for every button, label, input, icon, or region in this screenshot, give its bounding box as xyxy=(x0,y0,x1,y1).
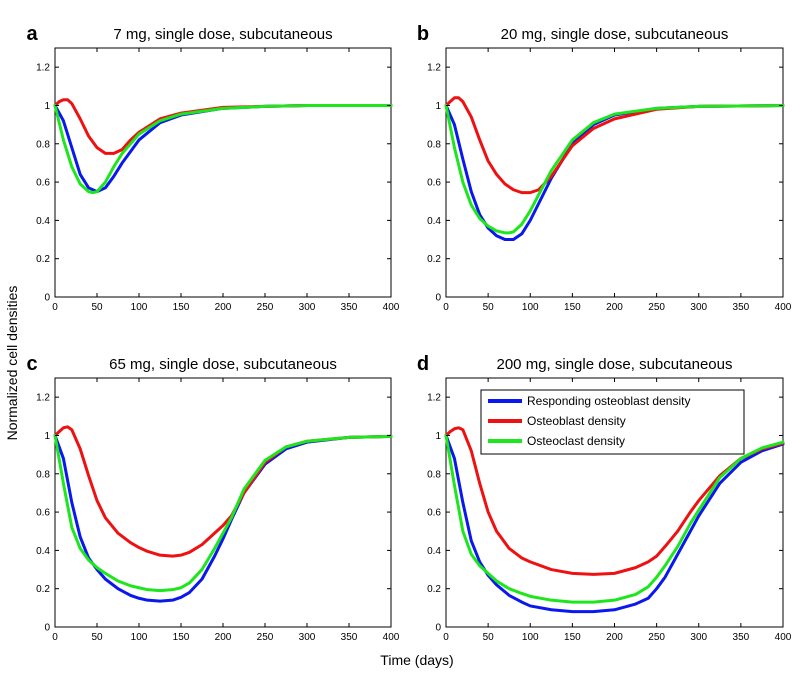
y-tick-label: 1 xyxy=(44,101,50,112)
legend-label-responding: Responding osteoblast density xyxy=(527,394,690,408)
x-tick-label: 350 xyxy=(733,302,750,313)
x-tick-label: 150 xyxy=(173,632,190,643)
x-tick-label: 50 xyxy=(91,302,103,313)
plot-area xyxy=(54,47,392,298)
x-tick-label: 400 xyxy=(383,632,400,643)
y-tick-label: 0.2 xyxy=(427,584,441,595)
y-tick-label: 1 xyxy=(435,431,441,442)
y-tick-label: 1 xyxy=(435,101,441,112)
panel-title: 7 mg, single dose, subcutaneous xyxy=(113,26,332,43)
y-tick-label: 0.2 xyxy=(36,584,50,595)
x-tick-label: 150 xyxy=(564,632,581,643)
y-tick-label: 0.4 xyxy=(427,216,441,227)
legend-label-osteoblast: Osteoblast density xyxy=(527,414,626,428)
panel-b: 0 50 100 150 200 250 300 350 400 0 0.2 0.4 0.6 0.8 1 1.… xyxy=(417,23,792,313)
x-tick-label: 350 xyxy=(733,632,750,643)
series-line-3 xyxy=(444,433,785,604)
x-axis-label: Time (days) xyxy=(380,652,453,668)
y-tick-label: 0.2 xyxy=(36,254,50,265)
y-tick-label: 0.6 xyxy=(36,508,50,519)
x-tick-label: 400 xyxy=(775,632,792,643)
y-tick-label: 1.2 xyxy=(36,63,50,74)
y-tick-label: 0 xyxy=(44,293,50,304)
x-tick-label: 300 xyxy=(690,302,707,313)
series-line-2 xyxy=(53,425,393,558)
x-tick-label: 0 xyxy=(443,632,449,643)
series-line-2 xyxy=(444,96,785,195)
x-tick-label: 350 xyxy=(341,632,358,643)
x-tick-label: 200 xyxy=(606,302,623,313)
y-tick-label: 0.2 xyxy=(427,254,441,265)
x-tick-label: 50 xyxy=(91,632,103,643)
y-tick-label: 0.6 xyxy=(36,178,50,189)
x-tick-label: 350 xyxy=(341,302,358,313)
y-tick-label: 0 xyxy=(435,623,441,634)
legend: Responding osteoblast density Osteoblast… xyxy=(480,389,745,455)
series-line-3 xyxy=(444,103,785,235)
y-axis-label: Normalized cell densities xyxy=(4,286,20,441)
series-line-1 xyxy=(444,433,785,614)
x-tick-label: 100 xyxy=(522,302,539,313)
x-tick-label: 250 xyxy=(648,302,665,313)
x-tick-label: 0 xyxy=(52,632,58,643)
y-tick-label: 0 xyxy=(435,293,441,304)
x-tick-label: 300 xyxy=(299,302,316,313)
y-tick-label: 0.4 xyxy=(36,546,50,557)
x-tick-label: 200 xyxy=(215,302,232,313)
y-tick-label: 1.2 xyxy=(427,393,441,404)
y-tick-label: 1 xyxy=(44,431,50,442)
x-tick-label: 200 xyxy=(606,632,623,643)
series-line-3 xyxy=(53,433,393,593)
x-tick-label: 0 xyxy=(443,302,449,313)
legend-box xyxy=(480,389,745,455)
panel-label: b xyxy=(417,23,429,45)
panel-title: 200 mg, single dose, subcutaneous xyxy=(497,356,733,373)
x-tick-label: 150 xyxy=(564,302,581,313)
plot-area xyxy=(54,377,392,628)
y-tick-label: 0 xyxy=(44,623,50,634)
x-tick-label: 300 xyxy=(299,632,316,643)
series-line-3 xyxy=(53,103,393,195)
panel-label: a xyxy=(26,23,38,45)
x-tick-label: 400 xyxy=(775,302,792,313)
legend-label-osteoclast: Osteoclast density xyxy=(527,434,625,448)
x-tick-label: 100 xyxy=(131,632,148,643)
x-tick-label: 200 xyxy=(215,632,232,643)
y-tick-label: 0.4 xyxy=(427,546,441,557)
x-tick-label: 300 xyxy=(690,632,707,643)
panel-title: 20 mg, single dose, subcutaneous xyxy=(501,26,729,43)
x-tick-label: 150 xyxy=(173,302,190,313)
series-line-2 xyxy=(444,426,785,576)
y-tick-label: 1.2 xyxy=(427,63,441,74)
x-tick-label: 250 xyxy=(648,632,665,643)
x-tick-label: 250 xyxy=(257,302,274,313)
x-tick-label: 50 xyxy=(483,632,495,643)
panel-title: 65 mg, single dose, subcutaneous xyxy=(109,356,337,373)
y-tick-label: 0.8 xyxy=(36,469,50,480)
y-tick-label: 0.8 xyxy=(427,469,441,480)
y-tick-label: 0.6 xyxy=(427,178,441,189)
y-tick-label: 0.6 xyxy=(427,508,441,519)
x-tick-label: 100 xyxy=(131,302,148,313)
y-tick-label: 1.2 xyxy=(36,393,50,404)
x-tick-label: 100 xyxy=(522,632,539,643)
x-tick-label: 250 xyxy=(257,632,274,643)
panel-a: 0 50 100 150 200 250 300 350 400 0 0.2 0.4 0.6 0.8 1 1.… xyxy=(26,23,399,313)
panel-c: 0 50 100 150 200 250 300 350 400 0 0.2 0.4 0.6 0.8 1 1.… xyxy=(26,353,399,643)
y-tick-label: 0.4 xyxy=(36,216,50,227)
panel-label: c xyxy=(26,353,37,375)
x-tick-label: 400 xyxy=(383,302,400,313)
panel-label: d xyxy=(417,353,429,375)
x-tick-label: 0 xyxy=(52,302,58,313)
y-tick-label: 0.8 xyxy=(427,139,441,150)
x-tick-label: 50 xyxy=(483,302,495,313)
y-tick-label: 0.8 xyxy=(36,139,50,150)
